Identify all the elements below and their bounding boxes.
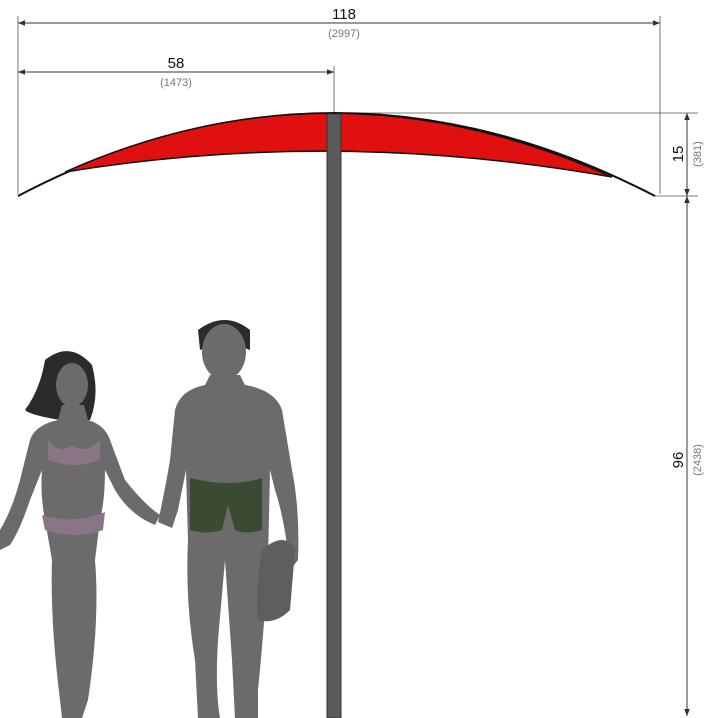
umbrella — [17, 112, 656, 718]
dimension-value: 96 — [670, 452, 687, 469]
dimension-value: 58 — [168, 55, 185, 72]
dimension-metric: (1473) — [160, 77, 192, 89]
dimension-metric: (2438) — [692, 444, 704, 476]
man-silhouette — [158, 320, 299, 718]
extension-lines — [17, 16, 698, 197]
woman-silhouette — [0, 351, 160, 718]
dimension-metric: (381) — [692, 141, 704, 167]
dimension-value: 118 — [332, 6, 356, 23]
dimension-value: 15 — [670, 146, 687, 163]
dimension-metric: (2997) — [328, 28, 360, 40]
